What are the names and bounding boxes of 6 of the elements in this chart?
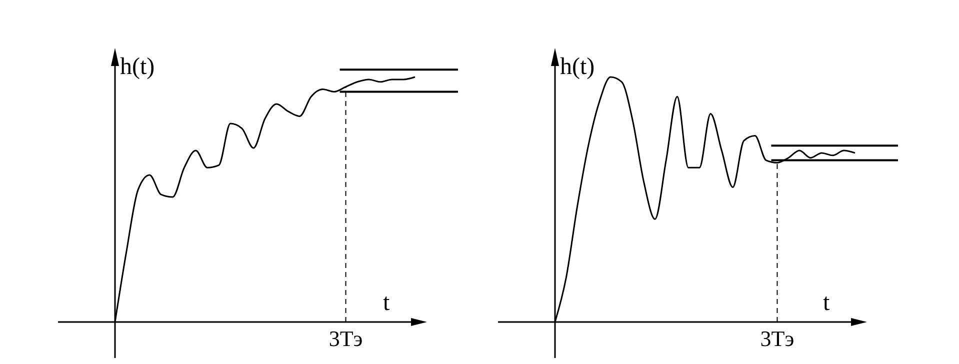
x-axis-title: t xyxy=(383,290,390,316)
y-axis-title: h(t) xyxy=(560,54,595,80)
text: 3Tэ xyxy=(328,326,363,351)
y-axis-title: h(t) xyxy=(120,54,155,80)
text: 3Tэ xyxy=(760,326,794,351)
x-axis-title: t xyxy=(823,290,830,316)
